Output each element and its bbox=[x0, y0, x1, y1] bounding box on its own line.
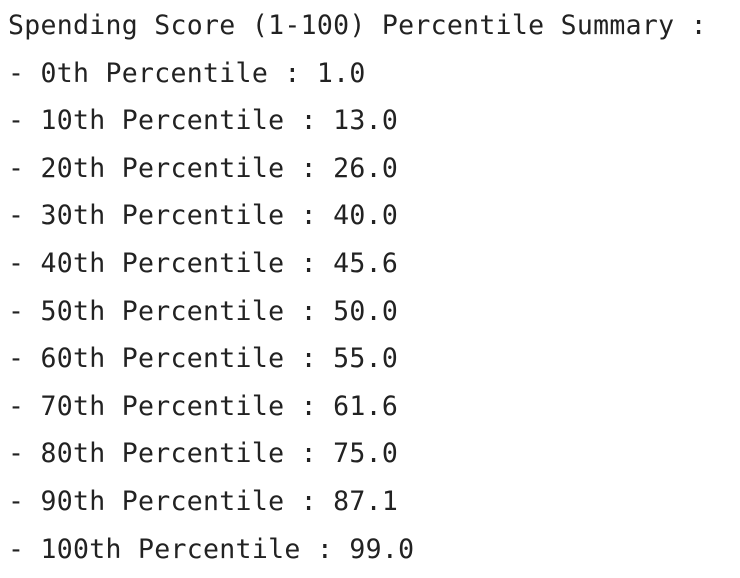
percentile-line-0: - 0th Percentile : 1.0 bbox=[8, 57, 366, 89]
percentile-line-10: - 10th Percentile : 13.0 bbox=[8, 105, 399, 137]
percentile-line-20: - 20th Percentile : 26.0 bbox=[8, 152, 399, 184]
percentile-line-40: - 40th Percentile : 45.6 bbox=[8, 247, 399, 279]
summary-title: Spending Score (1-100) Percentile Summar… bbox=[8, 10, 707, 41]
percentile-line-30: - 30th Percentile : 40.0 bbox=[8, 200, 399, 232]
percentile-line-90: - 90th Percentile : 87.1 bbox=[8, 485, 399, 517]
percentile-summary-output: Spending Score (1-100) Percentile Summar… bbox=[8, 4, 707, 575]
percentile-line-50: - 50th Percentile : 50.0 bbox=[8, 295, 399, 327]
percentile-line-70: - 70th Percentile : 61.6 bbox=[8, 390, 399, 422]
percentile-line-100: - 100th Percentile : 99.0 bbox=[8, 533, 415, 565]
percentile-line-60: - 60th Percentile : 55.0 bbox=[8, 343, 399, 375]
percentile-line-80: - 80th Percentile : 75.0 bbox=[8, 438, 399, 470]
